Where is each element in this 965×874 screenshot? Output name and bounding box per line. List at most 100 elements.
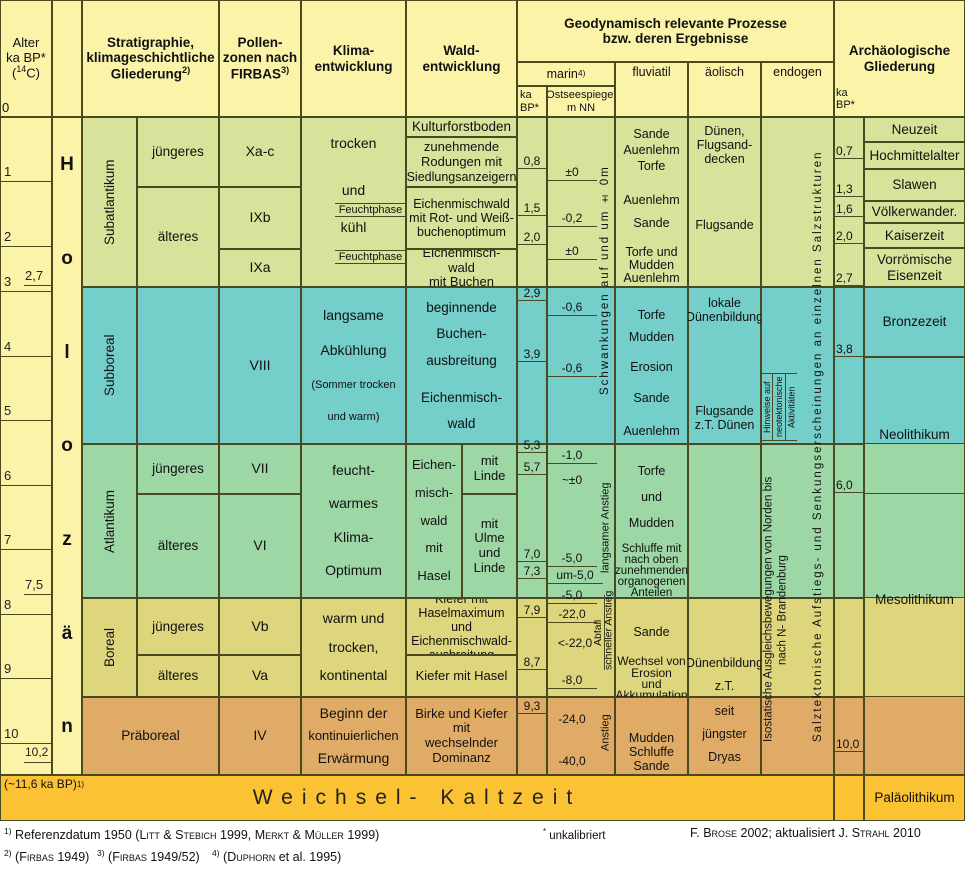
wald-rotbuche: Eichenmischwald mit Rot- und Weiß- buche…	[406, 187, 517, 249]
fluviatil-schluffe-l4: organogenen	[617, 576, 686, 588]
ostsee-level-9: -5,0	[547, 588, 597, 604]
footnote-1-sup: 1)	[4, 826, 12, 836]
wald-kiefer-haselmaximum: Kiefer mit Haselmaximum und Eichenmischw…	[406, 598, 517, 655]
arch-neuzeit: Neuzeit	[864, 117, 965, 142]
weichsel-age-note-text: (~11,6 ka BP)	[4, 777, 77, 792]
fluviatil-sande-4: Sande	[633, 624, 670, 639]
footnote-4: 4) (Duphorn et al. 1995)	[212, 848, 341, 864]
fluviatil-auenlehm-4: Auenlehm	[623, 423, 680, 438]
age-label-8: 8	[4, 597, 12, 612]
header-arch-ka-line2: BP*	[836, 99, 855, 111]
fluviatil-torfe-1: Torfe	[637, 158, 666, 173]
wald-subboreal: beginnende Buchen- ausbreitung Eichenmis…	[406, 287, 517, 444]
klima-atl-line1: feucht-	[332, 461, 375, 478]
arch-ka-atl	[834, 444, 864, 598]
header-fluviatil: fluviatil	[615, 62, 688, 117]
arch-ka-2-7: 2,7	[834, 272, 864, 286]
arch-hochmittelalter: Hochmittelalter	[864, 142, 965, 169]
aeolisch-zt: z.T.	[714, 678, 735, 693]
header-waldentwicklung: Wald- entwicklung	[406, 0, 517, 117]
ostsee-level-2: ±0	[547, 244, 597, 260]
wald-rodungen: zunehmende Rodungen mit Siedlungsanzeige…	[406, 137, 517, 187]
footnote-2-b: Firbas	[19, 850, 54, 865]
header-age: Alter ka BP* (14C)	[0, 0, 52, 117]
marin-ka-3-9: 3,9	[517, 348, 547, 362]
marin-ka-5-7: 5,7	[517, 461, 547, 475]
header-holozaen-spacer	[52, 0, 82, 117]
holozaen-letter-H: H	[60, 154, 74, 176]
arch-palaeolithikum: Paläolithikum	[864, 775, 965, 821]
pollenzone-Va: Va	[219, 655, 301, 697]
wald-rotbuche-line1: Eichenmischwald	[413, 197, 510, 211]
age-label-4: 4	[4, 339, 12, 354]
wald-kiefermax-line4: ausbreitung	[428, 647, 495, 655]
klima-feuchtphase-1: Feuchtphase	[335, 203, 406, 217]
footnote-4-b: Duphorn	[227, 850, 276, 865]
age-label-10: 10	[4, 726, 19, 741]
ostsee-background-subatl	[547, 117, 615, 287]
age-label-9: 9	[4, 661, 12, 676]
arch-ka-1-3: 1,3	[834, 183, 864, 197]
footnote-2-c: 1949)	[53, 850, 90, 865]
header-strat-line1: Stratigraphie,	[106, 35, 195, 51]
marin-ka-0-8: 0,8	[517, 155, 547, 169]
wald-buchen-line1: Eichenmisch-	[422, 249, 501, 261]
marin-band-anstieg: Anstieg	[597, 690, 615, 775]
weichsel-age-note-sup: 1)	[76, 780, 85, 790]
age-tick-5	[0, 420, 52, 421]
wald-rotbuche-line2: mit Rot- und Weiß-	[409, 211, 514, 225]
subdivision-atl-juengeres: jüngeres	[137, 444, 219, 494]
klima-atl-line4: Optimum	[325, 562, 382, 579]
stratigraphy-praeboreal: Präboreal	[82, 697, 219, 775]
endogen-atlantikum	[761, 444, 834, 598]
header-arch-ka-line1: ka	[836, 86, 848, 99]
header-klima-line2: entwicklung	[314, 58, 393, 74]
weichsel-age-note: (~11,6 ka BP) 1)	[4, 777, 154, 793]
credit-d: Strahl	[851, 826, 890, 840]
header-age-line2: ka BP*	[6, 49, 46, 65]
credit-a: F.	[690, 826, 704, 840]
subdivision-bor-juengeres: jüngeres	[137, 598, 219, 655]
aeolisch-subboreal	[688, 287, 761, 444]
endogen-salztektonik: Salztektonische Aufstiegs- und Senkungse…	[812, 150, 825, 742]
marin-ka-background-atl	[517, 444, 547, 598]
weichsel-kaltzeit-title: Weichsel- Kaltzeit	[252, 786, 582, 810]
credit-c: 2002; aktualisiert J.	[737, 826, 852, 840]
wald-birke-line4: Dominanz	[432, 749, 491, 765]
endogen-neotektonik-l2: neotektonische	[773, 373, 785, 441]
wald-hasel-line4: mit	[425, 540, 443, 556]
ostsee-level-14: -40,0	[558, 754, 586, 769]
footnote-2-sup: 2)	[4, 848, 12, 858]
wald-ulme-line4: Linde	[473, 559, 506, 575]
aeolisch-duenen-l1: Dünen,	[704, 124, 745, 138]
aeolisch-atlantikum	[688, 444, 761, 598]
wald-rodungen-line1: zunehmende	[423, 139, 500, 155]
header-geo-line1: Geodynamisch relevante Prozesse	[564, 15, 787, 31]
arch-mesolithikum-label: Mesolithikum	[875, 592, 954, 608]
header-pollenzonen: Pollen- zonen nach FIRBAS3)	[219, 0, 301, 117]
marin-band-schwankungen: Schwankungen auf und um ± 0m	[597, 120, 615, 440]
endogen-subatl	[761, 117, 834, 287]
credit-line: F. Brose 2002; aktualisiert J. Strahl 20…	[690, 826, 921, 840]
ostsee-level-7: -5,0	[547, 551, 597, 567]
holozaen-letter-n: n	[61, 716, 73, 738]
subdivision-atl-aelteres: älteres	[137, 494, 219, 598]
arch-kaiserzeit: Kaiserzeit	[864, 223, 965, 248]
wald-linde-line2: Linde	[473, 468, 506, 483]
footnote-1-c: 1999,	[216, 828, 255, 843]
fluviatil-schluffe-l5: Anteilen	[630, 587, 673, 599]
arch-ka-1-6: 1,6	[834, 203, 864, 217]
ostsee-level-1: -0,2	[547, 211, 597, 227]
header-wald-line2: entwicklung	[422, 58, 501, 74]
age-label-10-2: 10,2	[25, 745, 49, 759]
marin-ka-5-3: 5,3	[517, 439, 547, 453]
header-ostsee-line1: Ostseespiegel	[547, 89, 615, 102]
wald-buchen-line3: mit Buchen	[428, 274, 495, 287]
pollenzone-Vb: Vb	[219, 598, 301, 655]
marin-ka-background-prae	[517, 697, 547, 775]
footnote-1: 1) Referenzdatum 1950 (Litt & Stebich 19…	[4, 826, 379, 842]
header-marin: marin 4)	[517, 62, 615, 86]
wald-subbor-line5: wald	[447, 416, 476, 432]
wald-ulme-line2: Ulme	[474, 530, 505, 546]
header-marin-ka-line1: ka	[520, 89, 532, 102]
